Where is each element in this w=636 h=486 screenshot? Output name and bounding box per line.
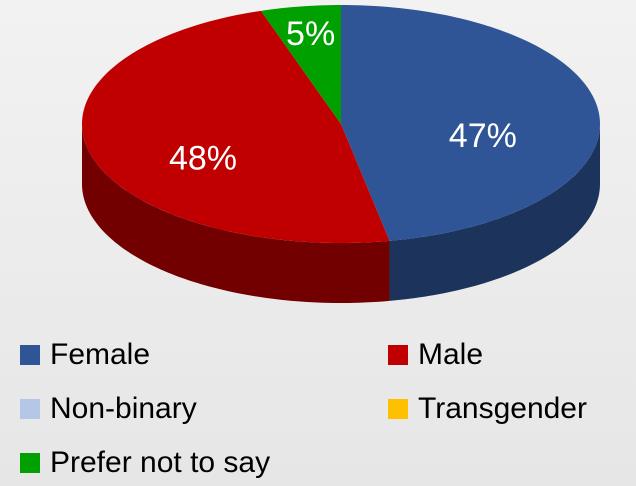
legend-swatch xyxy=(388,399,408,419)
legend-label: Prefer not to say xyxy=(50,446,270,479)
legend-label: Male xyxy=(418,338,483,371)
slice-side xyxy=(82,124,390,303)
slice xyxy=(82,10,390,243)
legend-swatch xyxy=(20,345,40,365)
legend-swatch xyxy=(20,399,40,419)
legend-label: Transgender xyxy=(418,392,587,425)
data-label: 48% xyxy=(169,139,237,177)
legend-swatch xyxy=(388,345,408,365)
data-label: 47% xyxy=(449,117,517,155)
legend-label: Non-binary xyxy=(50,392,197,425)
data-label: 5% xyxy=(286,15,335,53)
slice xyxy=(260,5,341,124)
legend-label: Female xyxy=(50,338,150,371)
legend-swatch xyxy=(20,453,40,473)
slice-side xyxy=(389,124,600,301)
slice xyxy=(341,5,600,241)
